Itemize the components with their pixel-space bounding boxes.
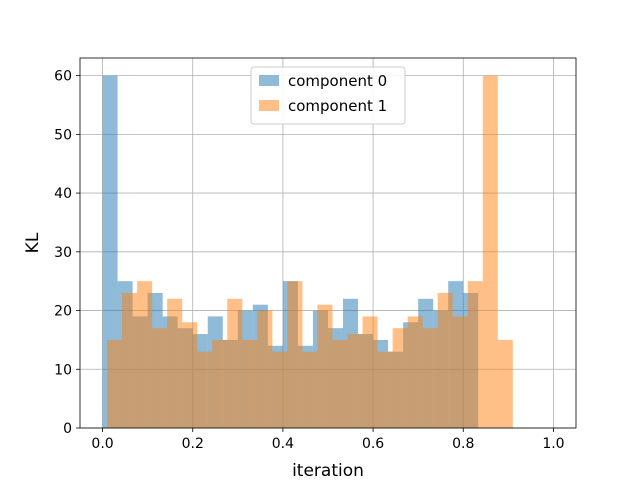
- bar-series-1: [152, 328, 168, 428]
- y-tick-label: 30: [54, 245, 72, 261]
- bar-series-1: [257, 310, 273, 428]
- bar-series-1: [227, 298, 243, 428]
- bar-series-1: [407, 316, 423, 428]
- y-tick-label: 50: [54, 127, 72, 143]
- bar-series-1: [422, 328, 438, 428]
- bar-series-1: [452, 316, 468, 428]
- legend: component 0 component 1: [250, 66, 406, 125]
- bar-series-1: [302, 351, 318, 428]
- y-tick-label: 10: [54, 362, 72, 378]
- bar-series-1: [272, 351, 288, 428]
- bar-series-1: [437, 292, 453, 428]
- y-tick-label: 40: [54, 186, 72, 202]
- bar-series-1: [287, 281, 303, 428]
- plot-frame: [79, 57, 577, 429]
- x-tick-label: 0.2: [182, 436, 204, 452]
- ticks: 0.0 0.2 0.4 0.6 0.8 1.0 0 10 20 30 40 50 60: [54, 69, 564, 452]
- legend-swatch: [259, 75, 279, 86]
- bar-series-1: [197, 351, 213, 428]
- x-tick-label: 1.0: [542, 436, 564, 452]
- bars: [102, 75, 513, 428]
- bar-series-1: [482, 75, 498, 428]
- bar-series-1: [347, 334, 363, 428]
- y-tick-label: 0: [63, 421, 72, 437]
- bar-series-1: [242, 339, 258, 428]
- bar-series-1: [122, 292, 138, 428]
- y-tick-label: 20: [54, 304, 72, 320]
- x-tick-label: 0.0: [91, 436, 113, 452]
- bar-series-1: [317, 304, 333, 428]
- legend-label: component 1: [288, 97, 387, 115]
- bar-series-1: [392, 328, 408, 428]
- bar-series-1: [167, 298, 183, 428]
- legend-swatch: [259, 100, 279, 111]
- y-tick-label: 60: [54, 69, 72, 85]
- bar-series-1: [467, 281, 483, 428]
- bar-series-1: [332, 339, 348, 428]
- x-tick-label: 0.4: [272, 436, 294, 452]
- bar-series-1: [212, 339, 228, 428]
- bar-series-1: [107, 339, 123, 428]
- x-tick-label: 0.6: [362, 436, 384, 452]
- bar-series-1: [137, 281, 153, 428]
- y-axis-label: KL: [23, 232, 43, 253]
- legend-label: component 0: [288, 72, 387, 90]
- bar-series-1: [362, 316, 378, 428]
- legend-box: [250, 66, 406, 125]
- bar-series-1: [182, 322, 198, 428]
- x-axis-label: iteration: [292, 461, 364, 480]
- x-tick-label: 0.8: [452, 436, 474, 452]
- bar-series-1: [497, 339, 513, 428]
- bar-series-1: [377, 351, 393, 428]
